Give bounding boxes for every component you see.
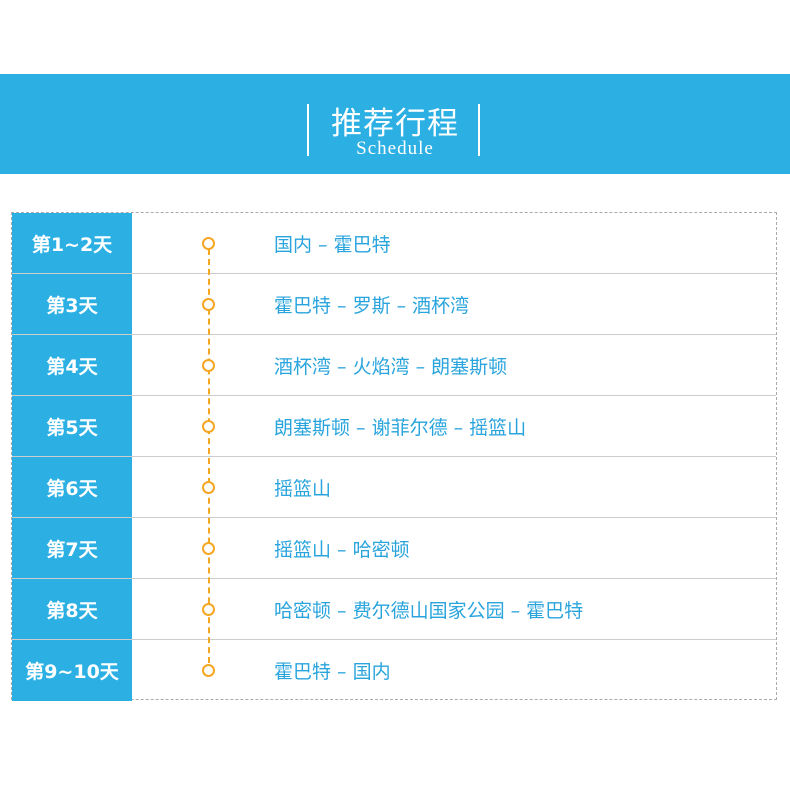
- day-label: 第3天: [12, 274, 132, 334]
- schedule-row: 第1~2天 国内 – 霍巴特: [12, 213, 776, 274]
- route-text: 朗塞斯顿 – 谢菲尔德 – 摇篮山: [274, 416, 527, 439]
- timeline-dot-icon: [202, 542, 215, 555]
- divider: [478, 104, 480, 156]
- schedule-row: 第9~10天 霍巴特 – 国内: [12, 640, 776, 701]
- day-label: 第7天: [12, 518, 132, 578]
- timeline-dot-icon: [202, 237, 215, 250]
- page-title: 推荐行程: [331, 106, 459, 142]
- timeline-line: [208, 249, 210, 673]
- header-banner: 推荐行程 Schedule: [0, 74, 790, 174]
- schedule-row: 第5天 朗塞斯顿 – 谢菲尔德 – 摇篮山: [12, 396, 776, 457]
- route-text: 国内 – 霍巴特: [274, 233, 391, 256]
- schedule-row: 第3天 霍巴特 – 罗斯 – 酒杯湾: [12, 274, 776, 335]
- day-label: 第9~10天: [12, 640, 132, 701]
- route-text: 哈密顿 – 费尔德山国家公园 – 霍巴特: [274, 599, 584, 622]
- day-label: 第1~2天: [12, 213, 132, 273]
- schedule-row: 第8天 哈密顿 – 费尔德山国家公园 – 霍巴特: [12, 579, 776, 640]
- day-label: 第8天: [12, 579, 132, 639]
- timeline-dot-icon: [202, 298, 215, 311]
- timeline-dot-icon: [202, 603, 215, 616]
- route-text: 摇篮山: [274, 477, 332, 500]
- schedule-row: 第4天 酒杯湾 – 火焰湾 – 朗塞斯顿: [12, 335, 776, 396]
- page-subtitle: Schedule: [356, 138, 434, 159]
- timeline-dot-icon: [202, 481, 215, 494]
- route-text: 霍巴特 – 罗斯 – 酒杯湾: [274, 294, 470, 317]
- schedule-table: 第1~2天 国内 – 霍巴特 第3天 霍巴特 – 罗斯 – 酒杯湾 第4天 酒杯湾 …: [11, 212, 777, 701]
- timeline-dot-icon: [202, 359, 215, 372]
- schedule-row: 第7天 摇篮山 – 哈密顿: [12, 518, 776, 579]
- day-label: 第5天: [12, 396, 132, 456]
- timeline-dot-icon: [202, 420, 215, 433]
- divider: [307, 104, 309, 156]
- route-text: 霍巴特 – 国内: [274, 661, 391, 683]
- route-text: 摇篮山 – 哈密顿: [274, 538, 410, 561]
- day-label: 第4天: [12, 335, 132, 395]
- schedule-row: 第6天 摇篮山: [12, 457, 776, 518]
- day-label: 第6天: [12, 457, 132, 517]
- timeline-dot-icon: [202, 664, 215, 677]
- route-text: 酒杯湾 – 火焰湾 – 朗塞斯顿: [274, 355, 508, 378]
